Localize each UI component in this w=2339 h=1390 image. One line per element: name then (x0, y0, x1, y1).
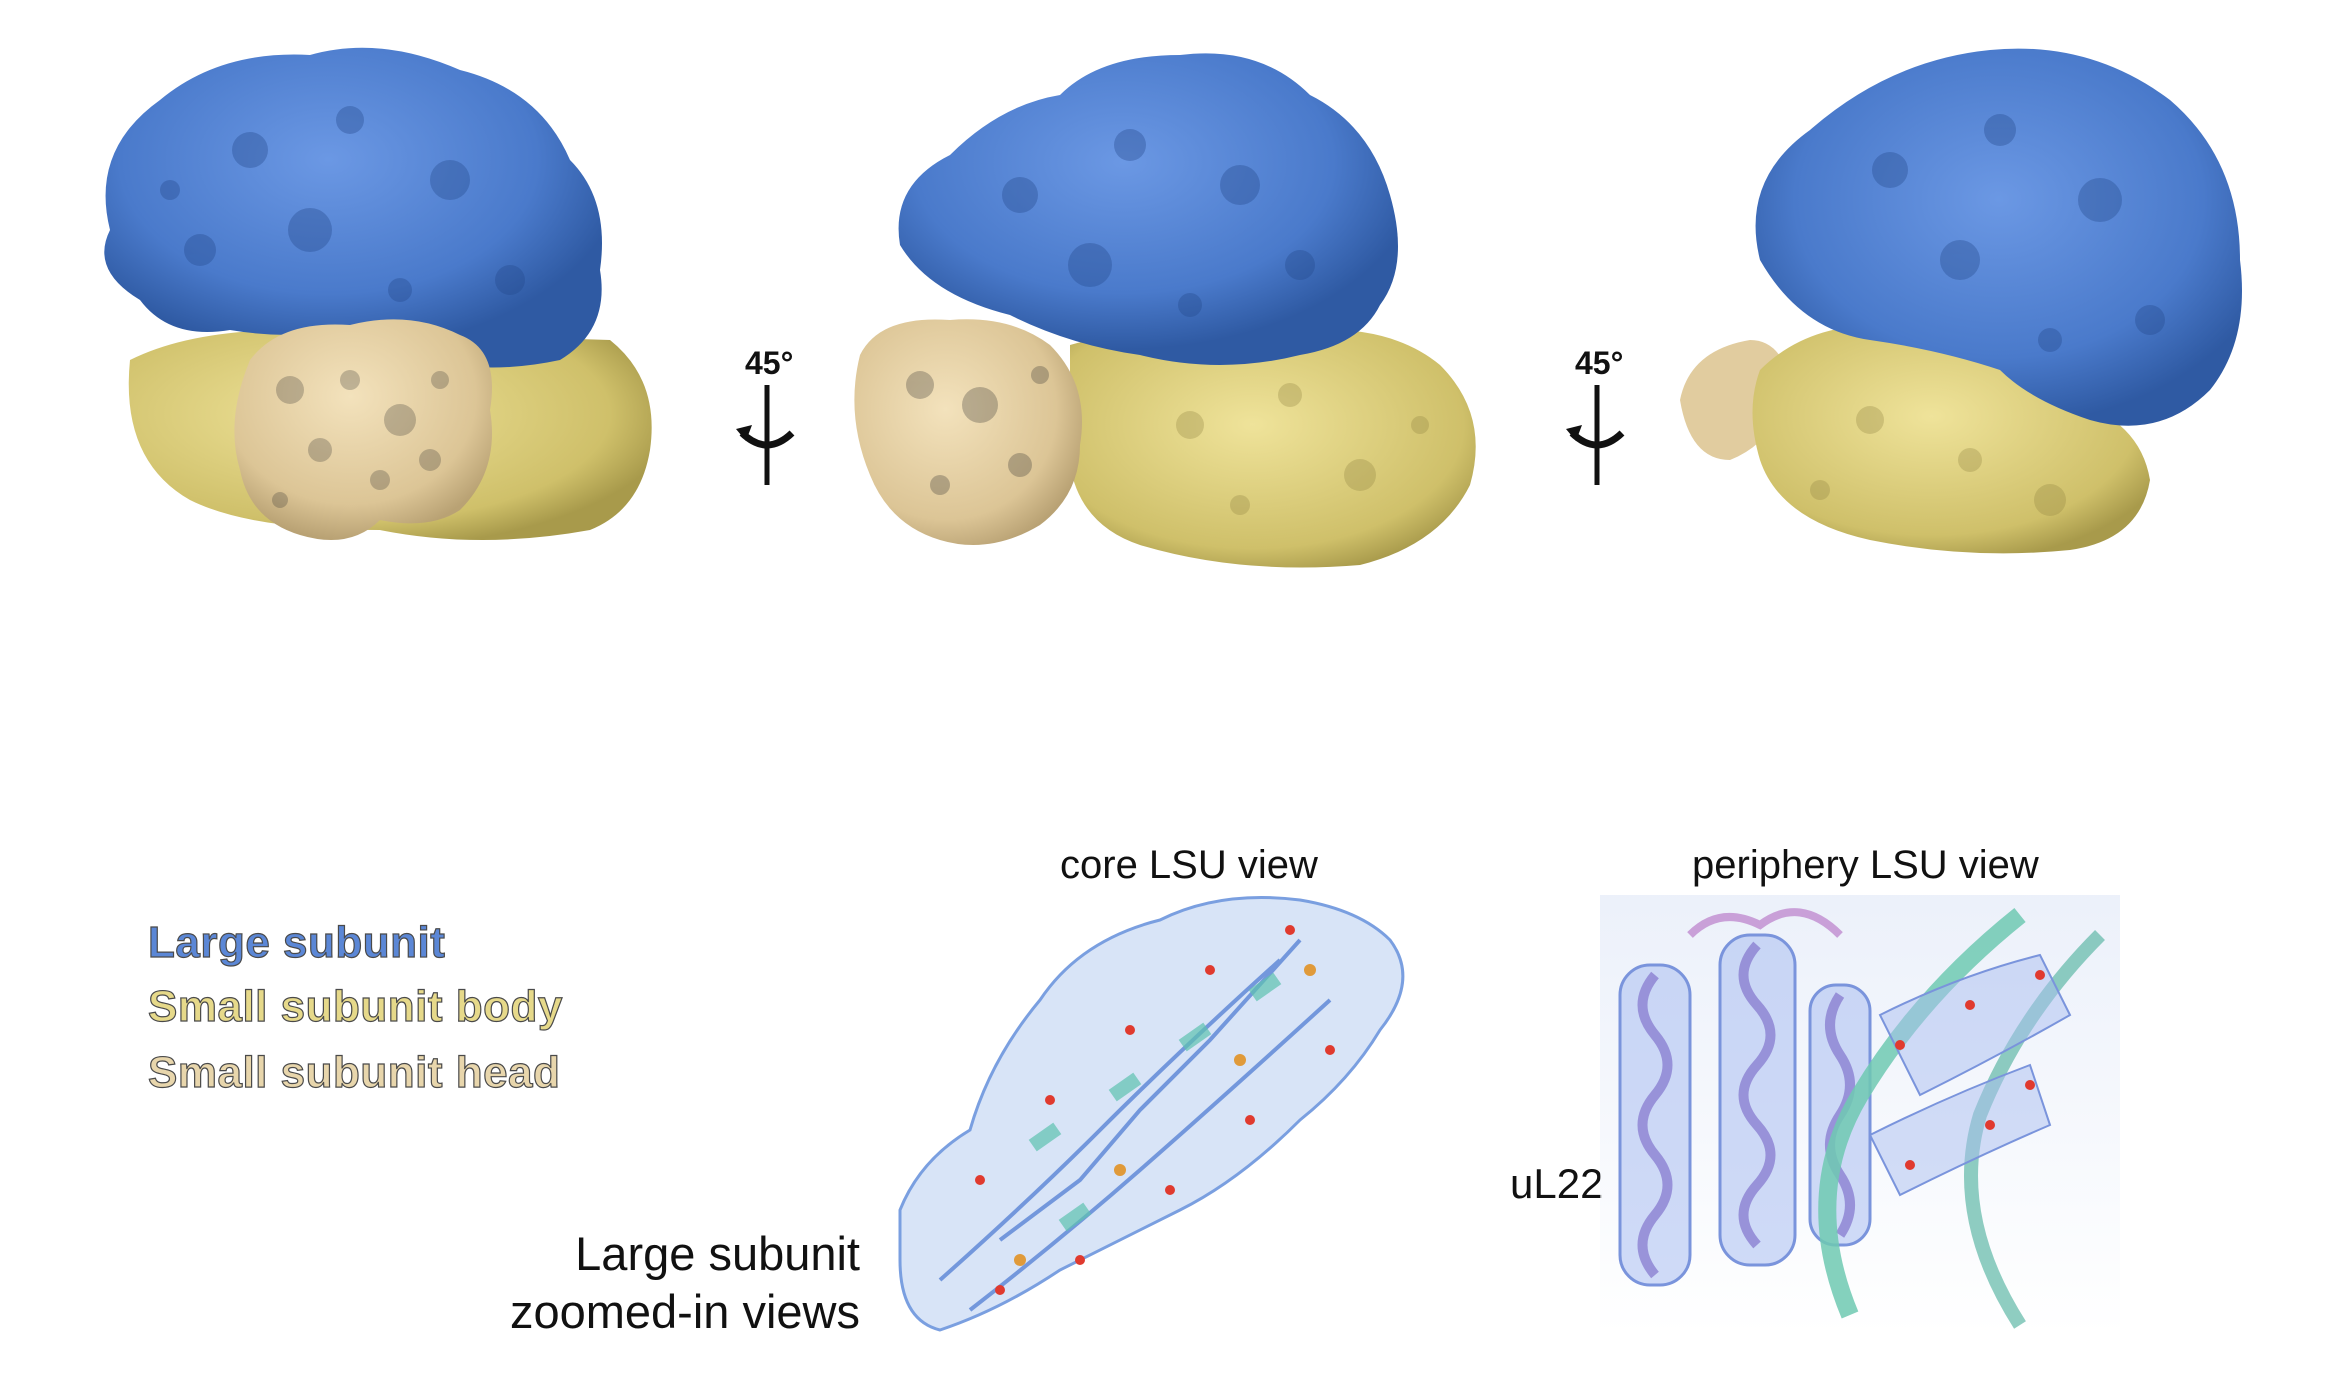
protein-loop (1687, 908, 1843, 938)
small-subunit-head-region (234, 319, 492, 540)
legend-small-subunit-head: Small subunit head (147, 1047, 561, 1097)
large-subunit-region (104, 47, 603, 368)
rotation-arrow-icon (736, 385, 795, 485)
periphery-lsu-density-view (1600, 895, 2120, 1335)
small-subunit-head-region (854, 319, 1082, 545)
core-lsu-view-title: core LSU view (1060, 843, 1318, 887)
zoomed-caption-line-2: zoomed-in views (509, 1285, 860, 1338)
density-mesh (898, 896, 1405, 1332)
large-subunit-region (898, 53, 1398, 365)
large-subunit-region (1755, 48, 2242, 426)
legend-large-subunit: Large subunit (147, 917, 446, 967)
periphery-lsu-view-title: periphery LSU view (1692, 843, 2039, 887)
rotation-angle-label: 45° (1575, 345, 1624, 381)
rotation-angle-label: 45° (745, 345, 794, 381)
legend-small-subunit-body: Small subunit body (147, 981, 563, 1031)
protein-label-ul22: uL22 (1510, 1160, 1604, 1207)
zoomed-views-caption: Large subunit zoomed-in views (480, 1225, 860, 1341)
small-subunit-body-region (1070, 329, 1476, 568)
zoomed-caption-line-1: Large subunit (575, 1227, 860, 1280)
ribosome-map-view-1 (104, 47, 652, 540)
rotation-arrow-icon (1566, 385, 1625, 485)
ribosome-map-view-2 (854, 53, 1476, 568)
core-lsu-density-view (898, 896, 1405, 1332)
ribosome-map-view-3 (1680, 48, 2242, 554)
rna-backbone-ribbon (1818, 907, 2026, 1319)
